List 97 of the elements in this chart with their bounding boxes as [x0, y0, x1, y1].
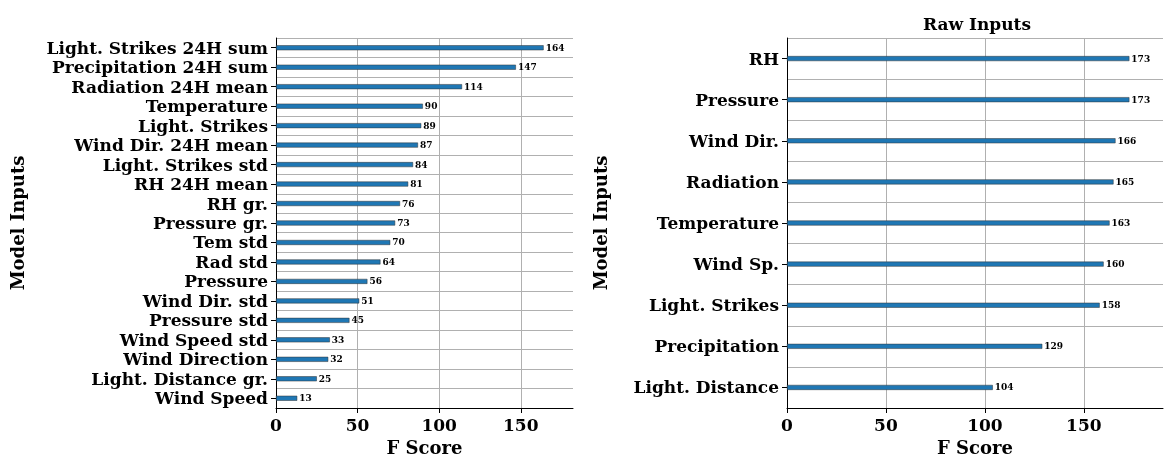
y-tick-label: Wind Sp. — [692, 254, 779, 275]
y-tick-label: Tem std — [193, 232, 269, 253]
bar — [787, 97, 1130, 103]
bar — [276, 103, 423, 109]
y-axis-title: Model Inputs — [6, 155, 28, 291]
y-tick-label: Rad std — [195, 251, 269, 272]
x-tick-label: 0 — [270, 414, 283, 435]
data-label: 51 — [361, 295, 374, 306]
bar — [276, 395, 298, 401]
data-label: 56 — [369, 276, 382, 287]
chart-title: Raw Inputs — [922, 13, 1032, 34]
y-tick-label: Pressure — [184, 271, 269, 292]
y-tick-label: Light. Strikes std — [102, 154, 269, 175]
bar — [276, 181, 409, 187]
data-label: 13 — [299, 393, 312, 404]
y-tick-label: Wind Speed std — [118, 329, 269, 350]
y-tick-label: Wind Dir. — [688, 130, 779, 151]
y-axis-title: Model Inputs — [589, 155, 611, 291]
x-tick-label: 100 — [967, 414, 1003, 435]
y-tick-label: Light. Distance — [633, 377, 780, 398]
x-tick-label: 100 — [421, 414, 458, 435]
y-tick-label: Pressure — [695, 89, 780, 110]
bar — [276, 239, 391, 245]
y-tick-label: Wind Dir. std — [141, 290, 269, 311]
data-label: 76 — [402, 198, 415, 209]
y-tick-label: Wind Speed — [153, 388, 269, 409]
data-label: 33 — [331, 334, 345, 345]
data-label: 129 — [1044, 341, 1064, 352]
y-tick-label: Light. Strikes 24H sum — [46, 37, 269, 58]
y-tick-label: Wind Direction — [122, 349, 268, 370]
bar — [276, 84, 463, 90]
bar — [276, 45, 544, 51]
y-tick-label: Temperature — [145, 96, 269, 117]
bar — [276, 259, 381, 265]
data-label: 32 — [330, 354, 343, 365]
y-tick-label: RH — [748, 48, 779, 69]
y-tick-label: Wind Dir. 24H mean — [73, 135, 268, 156]
x-tick-label: 0 — [781, 414, 794, 435]
bar — [787, 384, 993, 390]
y-tick-label: Light. Distance gr. — [91, 368, 268, 389]
y-tick-label: Temperature — [656, 213, 780, 233]
data-label: 64 — [382, 256, 395, 267]
bar — [276, 356, 329, 362]
data-label: 81 — [410, 179, 423, 190]
x-tick-label: 50 — [874, 414, 898, 435]
y-tick-label: Radiation — [686, 171, 779, 192]
y-tick-label: Light. Strikes — [648, 295, 779, 316]
y-tick-label: RH 24H mean — [134, 174, 268, 195]
data-label: 164 — [545, 42, 565, 53]
bar — [276, 201, 401, 207]
bar — [276, 220, 396, 226]
x-tick-label: 150 — [503, 414, 539, 435]
data-label: 114 — [464, 81, 483, 92]
y-tick-label: Radiation 24H mean — [71, 76, 268, 97]
bar — [787, 138, 1116, 144]
bar — [276, 64, 516, 70]
data-label: 104 — [994, 382, 1014, 393]
data-label: 165 — [1115, 176, 1135, 187]
bar — [276, 142, 418, 148]
data-label: 173 — [1131, 53, 1151, 64]
data-label: 89 — [423, 120, 436, 131]
data-label: 90 — [424, 101, 438, 112]
y-tick-label: Light. Strikes — [137, 115, 268, 136]
bar — [276, 317, 350, 323]
data-label: 25 — [318, 373, 332, 384]
bar — [276, 278, 368, 284]
data-label: 87 — [419, 140, 433, 151]
y-tick-label: Pressure gr. — [153, 213, 268, 233]
x-tick-label: 50 — [345, 414, 370, 435]
bar — [276, 376, 317, 382]
y-tick-label: Pressure std — [148, 310, 269, 331]
data-label: 160 — [1105, 259, 1125, 270]
bar — [787, 261, 1104, 267]
bar — [787, 220, 1110, 226]
bar — [787, 302, 1100, 308]
bar — [276, 337, 330, 343]
x-axis-title: F Score — [937, 436, 1013, 458]
x-tick-label: 150 — [1066, 414, 1102, 435]
bar — [276, 162, 414, 168]
data-label: 158 — [1101, 300, 1121, 311]
data-label: 70 — [392, 237, 405, 248]
data-label: 45 — [351, 315, 364, 326]
data-label: 173 — [1131, 94, 1151, 105]
data-label: 73 — [397, 218, 410, 228]
y-tick-label: Precipitation 24H sum — [51, 57, 269, 78]
bar — [787, 343, 1043, 349]
bar — [787, 179, 1114, 185]
y-tick-label: Precipitation — [654, 336, 779, 357]
data-label: 147 — [517, 62, 537, 73]
y-tick-label: RH gr. — [206, 193, 268, 214]
bar — [276, 123, 422, 129]
bar — [787, 56, 1130, 62]
data-label: 166 — [1117, 135, 1137, 146]
data-label: 163 — [1111, 218, 1131, 228]
x-axis-title: F Score — [386, 436, 463, 458]
bar — [276, 298, 360, 304]
data-label: 84 — [415, 159, 428, 170]
